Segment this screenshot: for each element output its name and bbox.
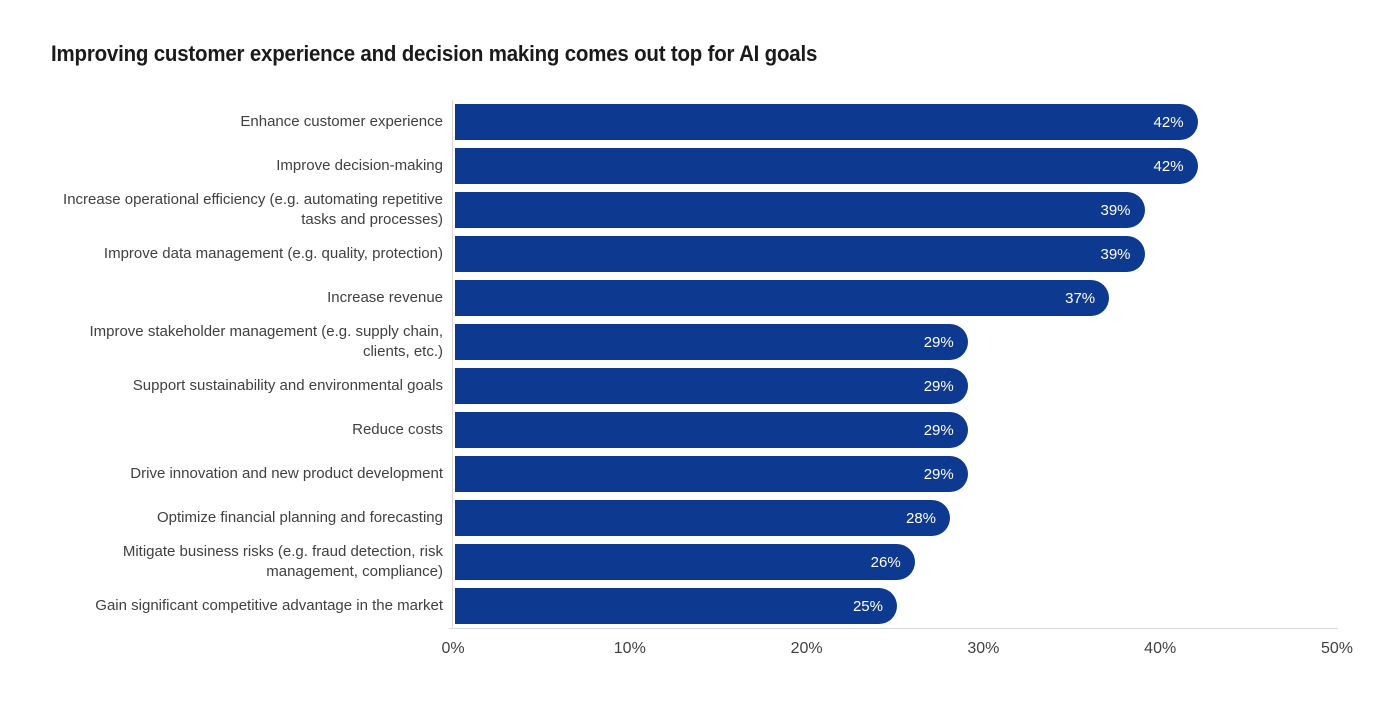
x-tick-label: 40% bbox=[1144, 640, 1177, 657]
bar-track: 29% bbox=[453, 456, 1337, 492]
bar-value-label: 29% bbox=[923, 377, 954, 395]
bar: 29% bbox=[455, 324, 968, 360]
chart-row: Optimize financial planning and forecast… bbox=[60, 496, 1337, 540]
bar: 26% bbox=[455, 544, 915, 580]
chart-row: Support sustainability and environmental… bbox=[60, 364, 1337, 408]
x-tick-label: 30% bbox=[967, 640, 1000, 657]
chart-row: Increase operational efficiency (e.g. au… bbox=[60, 188, 1337, 232]
bar: 39% bbox=[455, 236, 1145, 272]
bar: 29% bbox=[455, 368, 968, 404]
bar-value-label: 29% bbox=[923, 465, 954, 483]
bar-track: 29% bbox=[453, 368, 1337, 404]
category-label: Optimize financial planning and forecast… bbox=[156, 509, 443, 526]
bar-value-label: 26% bbox=[870, 553, 901, 571]
bar-track: 39% bbox=[453, 236, 1337, 272]
category-label: Improve decision-making bbox=[276, 157, 443, 174]
category-label: Improve data management (e.g. quality, p… bbox=[103, 245, 443, 262]
bar: 28% bbox=[455, 500, 951, 536]
category-label: Increase revenue bbox=[327, 289, 443, 306]
bar-value-label: 39% bbox=[1100, 245, 1131, 263]
category-label: Drive innovation and new product develop… bbox=[130, 465, 443, 482]
chart-row: Mitigate business risks (e.g. fraud dete… bbox=[60, 540, 1337, 584]
bar: 25% bbox=[455, 588, 897, 624]
x-tick-label: 10% bbox=[613, 640, 646, 657]
bar-track: 42% bbox=[453, 148, 1337, 184]
bar-value-label: 37% bbox=[1065, 289, 1096, 307]
bar-track: 39% bbox=[453, 192, 1337, 228]
bar: 42% bbox=[455, 104, 1198, 140]
bar-track: 29% bbox=[453, 412, 1337, 448]
bar: 29% bbox=[455, 456, 968, 492]
x-axis: 0% 10% 20% 30% 40% 50% bbox=[441, 640, 1353, 662]
bar-track: 28% bbox=[453, 500, 1337, 536]
bar-track: 25% bbox=[453, 588, 1337, 624]
plot-area: Enhance customer experience 42% Improve de… bbox=[60, 100, 1337, 628]
bar-value-label: 29% bbox=[923, 421, 954, 439]
bar-value-label: 42% bbox=[1153, 113, 1184, 131]
chart-row: Enhance customer experience 42% bbox=[60, 100, 1337, 144]
chart-title: Improving customer experience and decisi… bbox=[51, 41, 818, 66]
chart-row: Improve data management (e.g. quality, p… bbox=[60, 232, 1337, 276]
category-label: Increase operational efficiency (e.g. au… bbox=[63, 191, 443, 228]
bar: 39% bbox=[455, 192, 1145, 228]
chart-row: Reduce costs 29% bbox=[60, 408, 1337, 452]
bar-value-label: 29% bbox=[923, 333, 954, 351]
bar: 29% bbox=[455, 412, 968, 448]
y-axis-line bbox=[452, 100, 453, 629]
category-label: Enhance customer experience bbox=[240, 113, 443, 130]
chart-row: Drive innovation and new product develop… bbox=[60, 452, 1337, 496]
bar-track: 29% bbox=[453, 324, 1337, 360]
category-label: Reduce costs bbox=[352, 421, 443, 438]
bar: 42% bbox=[455, 148, 1198, 184]
chart-row: Improve stakeholder management (e.g. sup… bbox=[60, 320, 1337, 364]
category-label: Gain significant competitive advantage i… bbox=[95, 597, 443, 614]
bar-value-label: 39% bbox=[1100, 201, 1131, 219]
bar: 37% bbox=[455, 280, 1110, 316]
chart-row: Increase revenue 37% bbox=[60, 276, 1337, 320]
x-axis-line bbox=[449, 628, 1338, 629]
bar-value-label: 28% bbox=[906, 509, 937, 527]
x-tick-label: 0% bbox=[441, 640, 465, 657]
x-tick-label: 50% bbox=[1320, 640, 1354, 657]
bar-track: 37% bbox=[453, 280, 1337, 316]
chart-row: Gain significant competitive advantage i… bbox=[60, 584, 1337, 628]
bar-value-label: 25% bbox=[852, 597, 883, 615]
bar-value-label: 42% bbox=[1153, 157, 1184, 175]
category-label: Support sustainability and environmental… bbox=[132, 377, 443, 394]
bar-track: 42% bbox=[453, 104, 1337, 140]
x-tick-label: 20% bbox=[790, 640, 823, 657]
bar-track: 26% bbox=[453, 544, 1337, 580]
category-label: Improve stakeholder management (e.g. sup… bbox=[89, 323, 443, 360]
chart-row: Improve decision-making 42% bbox=[60, 144, 1337, 188]
bar-chart: Enhance customer experience 42% Improve de… bbox=[60, 100, 1353, 662]
category-label: Mitigate business risks (e.g. fraud dete… bbox=[122, 543, 443, 580]
